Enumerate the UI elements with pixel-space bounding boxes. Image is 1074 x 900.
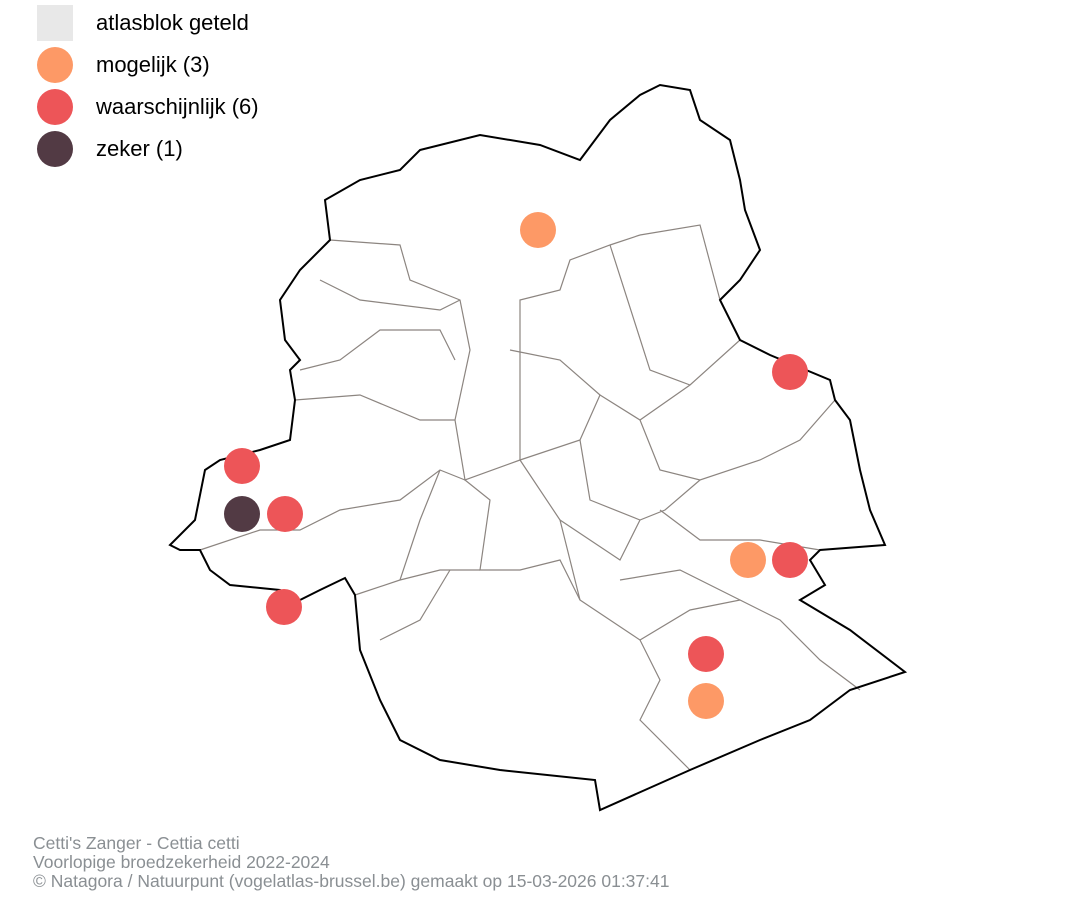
observation-waarschijnlijk [688,636,724,672]
observation-waarschijnlijk [772,542,808,578]
municipality-boundary [639,224,721,301]
region-outline [168,83,908,812]
caption-species: Cetti's Zanger - Cettia cetti [33,833,240,853]
municipality-boundary [354,469,441,596]
observation-waarschijnlijk [267,496,303,532]
legend-label: atlasblok geteld [96,10,249,35]
municipality-boundary [464,479,581,601]
legend-label: waarschijnlijk (6) [96,94,259,119]
municipality-boundary [294,394,455,421]
legend: atlasblok geteld mogelijk (3) waarschijn… [37,2,259,170]
caption-credits: © Natagora / Natuurpunt (vogelatlas-brus… [33,871,670,891]
observation-mogelijk [520,212,556,248]
caption: Cetti's Zanger - Cettia cetti Voorlopige… [33,834,669,891]
observation-zeker [224,496,260,532]
municipality-boundary [319,279,461,311]
municipality-boundary [559,519,641,561]
caption-subtitle: Voorlopige broedzekerheid 2022-2024 [33,852,330,872]
observation-waarschijnlijk [266,589,302,625]
municipality-boundary [579,439,701,521]
legend-label: mogelijk (3) [96,52,210,77]
municipality-boundary [639,399,836,481]
municipality-boundary [639,599,861,691]
municipality-boundary [379,569,451,641]
legend-item-probable: waarschijnlijk (6) [37,86,259,128]
municipality-boundaries [199,224,861,771]
municipality-boundary [509,349,601,396]
observation-mogelijk [688,683,724,719]
legend-swatch-possible [37,47,73,83]
municipality-boundary [299,329,456,371]
municipality-boundary [609,244,691,386]
legend-item-possible: mogelijk (3) [37,44,259,86]
legend-item-certain: zeker (1) [37,128,259,170]
municipality-boundary [619,569,741,601]
legend-swatch-certain [37,131,73,167]
legend-label: zeker (1) [96,136,183,161]
legend-item-counted: atlasblok geteld [37,2,259,44]
municipality-boundary [329,239,741,481]
observation-waarschijnlijk [224,448,260,484]
municipality-boundary [399,569,480,581]
observation-mogelijk [730,542,766,578]
legend-swatch-probable [37,89,73,125]
legend-swatch-counted [37,5,73,41]
observation-waarschijnlijk [772,354,808,390]
observation-markers [224,212,808,719]
municipality-boundary [519,234,641,460]
